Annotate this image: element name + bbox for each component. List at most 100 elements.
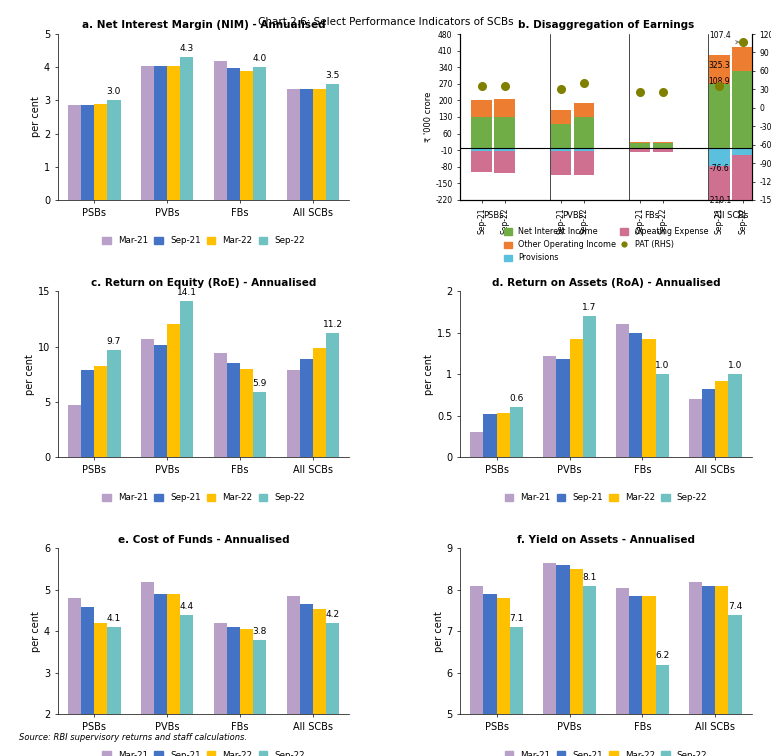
Text: 14.1: 14.1: [177, 288, 197, 297]
Bar: [494, 151, 515, 172]
Title: d. Return on Assets (RoA) - Annualised: d. Return on Assets (RoA) - Annualised: [492, 277, 720, 288]
Bar: [642, 596, 655, 756]
Bar: [240, 70, 253, 200]
Text: Chart 2.6: Select Performance Indicators of SCBs: Chart 2.6: Select Performance Indicators…: [258, 17, 513, 26]
Bar: [689, 399, 702, 457]
Text: 3.8: 3.8: [253, 627, 267, 636]
Text: 0.6: 0.6: [509, 395, 524, 403]
Bar: [574, 117, 594, 148]
Bar: [655, 665, 668, 756]
Bar: [653, 142, 674, 143]
Bar: [167, 324, 180, 457]
Bar: [471, 148, 492, 151]
Bar: [180, 301, 194, 457]
Text: 4.0: 4.0: [253, 54, 267, 63]
Text: 1.0: 1.0: [728, 361, 742, 370]
Bar: [287, 88, 300, 200]
Bar: [326, 84, 339, 200]
Bar: [81, 370, 94, 457]
Bar: [300, 605, 313, 756]
Bar: [709, 84, 729, 148]
Bar: [709, 148, 729, 166]
Text: 4.2: 4.2: [325, 610, 340, 619]
Bar: [510, 627, 523, 756]
Y-axis label: per cent: per cent: [424, 354, 434, 395]
Bar: [715, 381, 729, 457]
Legend: Mar-21, Sep-21, Mar-22, Sep-22: Mar-21, Sep-21, Mar-22, Sep-22: [501, 747, 711, 756]
Bar: [630, 143, 650, 148]
Bar: [470, 586, 483, 756]
Bar: [715, 586, 729, 756]
Title: c. Return on Equity (RoE) - Annualised: c. Return on Equity (RoE) - Annualised: [91, 277, 316, 288]
Bar: [729, 615, 742, 756]
Bar: [214, 623, 227, 756]
Bar: [629, 596, 642, 756]
Bar: [81, 606, 94, 756]
Bar: [180, 615, 194, 756]
Y-axis label: ₹ '000 crore: ₹ '000 crore: [423, 91, 433, 142]
Bar: [494, 99, 515, 117]
Bar: [550, 151, 571, 175]
Text: PSBs: PSBs: [483, 211, 503, 220]
Bar: [68, 105, 81, 200]
Bar: [141, 339, 154, 457]
Bar: [570, 569, 583, 756]
Text: 7.1: 7.1: [509, 614, 524, 623]
Bar: [653, 143, 674, 148]
Text: 4.4: 4.4: [180, 602, 194, 611]
Bar: [629, 333, 642, 457]
Text: 11.2: 11.2: [322, 320, 342, 329]
Bar: [655, 374, 668, 457]
Bar: [107, 101, 120, 200]
Bar: [483, 414, 497, 457]
Text: 9.7: 9.7: [106, 336, 121, 345]
Bar: [702, 389, 715, 457]
Bar: [240, 630, 253, 756]
Bar: [94, 367, 107, 457]
Legend: Net Interest Income, Other Operating Income, Provisions, Opeating Expense, PAT (: Net Interest Income, Other Operating Inc…: [500, 224, 712, 265]
Bar: [167, 594, 180, 756]
Bar: [616, 324, 629, 457]
Title: f. Yield on Assets - Annualised: f. Yield on Assets - Annualised: [517, 535, 695, 545]
Bar: [141, 581, 154, 756]
Bar: [300, 89, 313, 200]
Bar: [154, 345, 167, 457]
Text: 5.9: 5.9: [253, 379, 267, 388]
Bar: [287, 370, 300, 457]
Text: 107.4: 107.4: [709, 31, 739, 44]
Bar: [689, 581, 702, 756]
Text: 3.0: 3.0: [106, 87, 121, 96]
Bar: [732, 148, 752, 155]
Bar: [68, 598, 81, 756]
Bar: [167, 66, 180, 200]
Text: -76.6: -76.6: [709, 164, 729, 173]
Bar: [709, 55, 729, 84]
Text: -210.1: -210.1: [707, 196, 732, 205]
Bar: [630, 148, 650, 152]
Bar: [471, 117, 492, 148]
Bar: [494, 148, 515, 151]
Bar: [497, 414, 510, 457]
Bar: [227, 68, 240, 200]
Bar: [107, 627, 120, 756]
Bar: [497, 598, 510, 756]
Text: Source: RBI supervisory returns and staff calculations.: Source: RBI supervisory returns and staf…: [19, 733, 247, 742]
Bar: [471, 101, 492, 117]
Text: 4.1: 4.1: [107, 614, 121, 623]
Bar: [732, 71, 752, 148]
Bar: [574, 103, 594, 117]
Bar: [326, 333, 339, 457]
Bar: [253, 67, 266, 200]
Legend: Mar-21, Sep-21, Mar-22, Sep-22: Mar-21, Sep-21, Mar-22, Sep-22: [501, 490, 711, 506]
Bar: [550, 124, 571, 148]
Bar: [313, 609, 326, 756]
Legend: Mar-21, Sep-21, Mar-22, Sep-22: Mar-21, Sep-21, Mar-22, Sep-22: [99, 747, 308, 756]
Bar: [68, 405, 81, 457]
Bar: [240, 369, 253, 457]
Bar: [214, 353, 227, 457]
Text: 7.4: 7.4: [728, 602, 742, 611]
Title: e. Cost of Funds - Annualised: e. Cost of Funds - Annualised: [118, 535, 289, 545]
Bar: [709, 166, 729, 215]
Text: 108.9: 108.9: [709, 77, 730, 85]
Bar: [630, 142, 650, 143]
